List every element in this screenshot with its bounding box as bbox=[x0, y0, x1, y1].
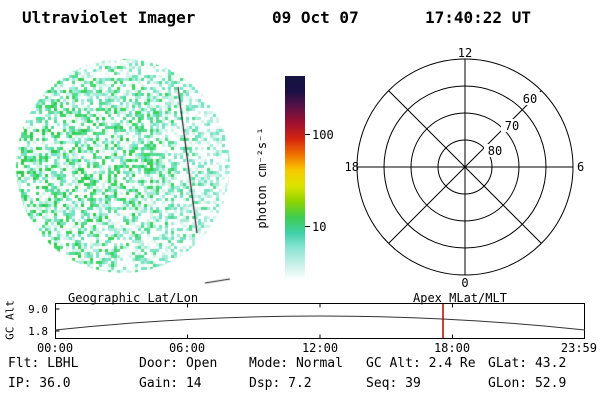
status-ip: IP: 36.0 bbox=[8, 376, 71, 391]
polar-label-lat60: 60 bbox=[523, 92, 537, 106]
polar-label-lat70: 70 bbox=[505, 119, 519, 133]
date-label: 09 Oct 07 bbox=[272, 8, 359, 27]
colorbar-units-label: photon cm⁻²s⁻¹ bbox=[255, 127, 269, 229]
status-gain: Gain: 14 bbox=[139, 376, 202, 391]
ephemeris-ytick-1_8: 1.8 bbox=[28, 325, 48, 338]
xtick-2359: 23:59 bbox=[560, 341, 597, 355]
colorbar-gradient bbox=[285, 76, 305, 280]
colorbar-tick-10-mark bbox=[305, 226, 310, 227]
ephemeris-frame bbox=[55, 303, 585, 339]
xtick-1200: 12:00 bbox=[301, 341, 339, 355]
polar-grid-plot: 12 18 6 0 60 70 80 bbox=[345, 46, 585, 289]
xtick-0000: 00:00 bbox=[36, 341, 74, 355]
uv-disk-canvas bbox=[12, 54, 242, 284]
status-mode: Mode: Normal bbox=[249, 356, 343, 371]
lat-70-backing bbox=[501, 119, 523, 132]
ephemeris-y-axis-label: GC Alt bbox=[3, 300, 17, 340]
colorbar-tick-10: 10 bbox=[312, 220, 327, 234]
ephemeris-left-title: Geographic Lat/Lon bbox=[68, 291, 199, 305]
status-dsp: Dsp: 7.2 bbox=[249, 376, 312, 391]
ephemeris-ytick-9: 9.0 bbox=[28, 303, 48, 316]
ephemeris-right-title: Apex MLat/MLT bbox=[413, 291, 507, 305]
status-door: Door: Open bbox=[139, 356, 218, 371]
xtick-1800: 18:00 bbox=[433, 341, 471, 355]
colorbar-tick-100: 100 bbox=[312, 128, 334, 142]
polar-label-0: 0 bbox=[461, 276, 468, 289]
polar-label-6: 6 bbox=[577, 160, 584, 174]
status-flt: Flt: LBHL bbox=[8, 356, 79, 371]
status-seq: Seq: 39 bbox=[366, 376, 421, 391]
status-glon: GLon: 52.9 bbox=[488, 376, 567, 391]
colorbar-tick-100-mark bbox=[305, 134, 310, 135]
polar-spoke-diagonal-2 bbox=[388, 90, 542, 244]
ephemeris-plot bbox=[55, 303, 585, 339]
status-glat: GLat: 43.2 bbox=[488, 356, 567, 371]
status-gc-alt: GC Alt: 2.4 Re bbox=[366, 356, 476, 371]
polar-label-lat80: 80 bbox=[488, 144, 502, 158]
page-title: Ultraviolet Imager bbox=[22, 8, 196, 27]
xtick-0600: 06:00 bbox=[168, 341, 206, 355]
lat-60-backing bbox=[519, 92, 541, 105]
lat-80-backing bbox=[484, 144, 506, 157]
polar-label-12: 12 bbox=[458, 46, 472, 60]
polar-label-18: 18 bbox=[345, 160, 359, 174]
time-label: 17:40:22 UT bbox=[425, 8, 531, 27]
gc-altitude-curve bbox=[55, 315, 585, 331]
